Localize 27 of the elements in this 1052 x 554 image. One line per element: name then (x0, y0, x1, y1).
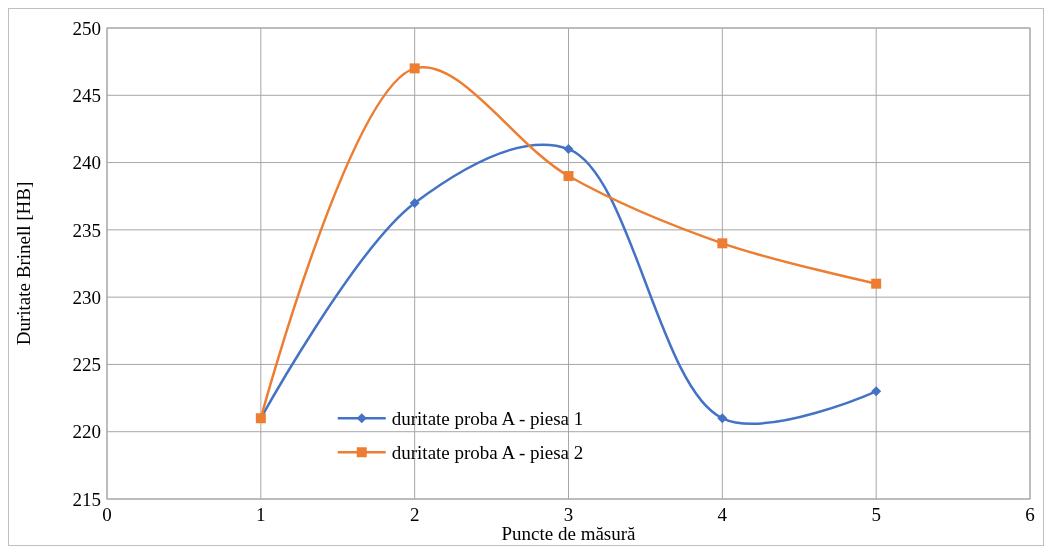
y-tick-label: 220 (72, 421, 101, 443)
x-tick-label: 2 (409, 504, 420, 525)
point (717, 238, 728, 249)
point (409, 63, 420, 74)
point (563, 144, 574, 155)
y-tick-label: 245 (72, 84, 101, 106)
legend-label: duritate proba A - piesa 2 (391, 441, 584, 463)
x-tick-label: 6 (1025, 504, 1035, 525)
y-tick-label: 235 (72, 219, 101, 241)
x-tick-label: 4 (717, 504, 728, 525)
y-tick-label: 225 (72, 354, 101, 376)
x-tick-label: 3 (563, 504, 574, 525)
legend-label: duritate proba A - piesa 1 (391, 407, 584, 429)
y-tick-label: 230 (72, 286, 101, 308)
x-tick-label: 1 (256, 504, 266, 525)
point (717, 413, 728, 424)
x-tick-label: 0 (102, 504, 112, 525)
y-tick-label: 250 (72, 17, 101, 39)
x-tick-label: 5 (871, 504, 881, 525)
y-tick-label: 240 (72, 152, 101, 174)
point (563, 171, 574, 182)
point (871, 386, 882, 397)
y-axis-title: Duritate Brinell [HB] (13, 181, 34, 346)
y-tick-label: 215 (72, 488, 101, 510)
point (871, 278, 882, 289)
point (409, 197, 420, 208)
x-axis-title: Puncte de măsură (501, 523, 637, 544)
